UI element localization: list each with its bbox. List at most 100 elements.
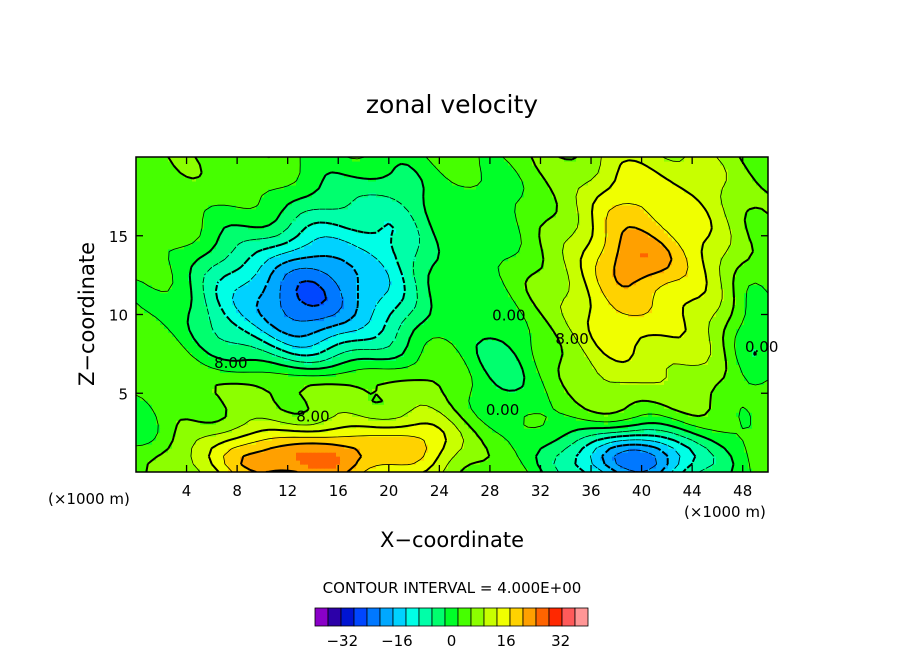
- field-cell: [680, 464, 685, 469]
- field-cell: [356, 404, 361, 409]
- field-cell: [416, 364, 421, 369]
- field-cell: [148, 388, 153, 393]
- field-cell: [512, 452, 517, 457]
- field-cell: [516, 440, 521, 445]
- field-cell: [224, 424, 229, 429]
- field-cell: [200, 344, 205, 349]
- field-cell: [400, 444, 405, 449]
- field-cell: [188, 468, 193, 472]
- field-cell: [488, 380, 493, 385]
- field-cell: [496, 464, 501, 469]
- field-cell: [312, 444, 317, 449]
- field-cell: [360, 464, 365, 469]
- field-cell: [452, 404, 457, 409]
- field-cell: [668, 428, 673, 433]
- field-cell: [544, 380, 549, 385]
- field-cell: [336, 400, 341, 405]
- field-cell: [728, 412, 733, 417]
- field-cell: [568, 460, 573, 465]
- field-cell: [352, 468, 357, 472]
- field-cell: [660, 452, 665, 457]
- field-cell: [596, 448, 601, 453]
- field-cell: [600, 380, 605, 385]
- field-cell: [432, 360, 437, 365]
- field-cell: [572, 368, 577, 373]
- field-cell: [452, 388, 457, 393]
- field-cell: [404, 404, 409, 409]
- field-cell: [588, 436, 593, 441]
- field-cell: [676, 376, 681, 381]
- field-cell: [368, 368, 373, 373]
- field-cell: [316, 444, 321, 449]
- field-cell: [468, 396, 473, 401]
- field-cell: [156, 344, 161, 349]
- field-cell: [644, 460, 649, 465]
- field-cell: [736, 364, 741, 369]
- field-cell: [320, 376, 325, 381]
- field-cell: [612, 452, 617, 457]
- field-cell: [252, 432, 257, 437]
- field-cell: [740, 356, 745, 361]
- field-cell: [704, 384, 709, 389]
- field-cell: [600, 384, 605, 389]
- field-cell: [304, 376, 309, 381]
- field-cell: [148, 456, 153, 461]
- field-cell: [620, 368, 625, 373]
- field-cell: [272, 396, 277, 401]
- field-cell: [692, 384, 697, 389]
- field-cell: [180, 352, 185, 357]
- field-cell: [168, 364, 173, 369]
- field-cell: [224, 372, 229, 377]
- field-cell: [400, 396, 405, 401]
- field-cell: [316, 348, 321, 353]
- field-cell: [488, 448, 493, 453]
- field-cell: [620, 348, 625, 353]
- field-cell: [148, 392, 153, 397]
- field-cell: [468, 368, 473, 373]
- field-cell: [764, 436, 768, 441]
- field-cell: [656, 460, 661, 465]
- field-cell: [520, 376, 525, 381]
- field-cell: [696, 364, 701, 369]
- field-cell: [696, 376, 701, 381]
- field-cell: [548, 396, 553, 401]
- field-cell: [696, 384, 701, 389]
- field-cell: [732, 376, 737, 381]
- field-cell: [224, 344, 229, 349]
- field-cell: [744, 348, 749, 353]
- field-cell: [640, 392, 645, 397]
- field-cell: [260, 432, 265, 437]
- field-cell: [340, 344, 345, 349]
- field-cell: [524, 412, 529, 417]
- field-cell: [616, 440, 621, 445]
- field-cell: [720, 432, 725, 437]
- field-cell: [536, 384, 541, 389]
- field-cell: [748, 464, 753, 469]
- field-cell: [144, 440, 149, 445]
- field-cell: [580, 444, 585, 449]
- field-cell: [160, 352, 165, 357]
- field-cell: [716, 352, 721, 357]
- field-cell: [332, 400, 337, 405]
- field-cell: [240, 428, 245, 433]
- field-cell: [380, 400, 385, 405]
- field-cell: [436, 352, 441, 357]
- field-cell: [372, 456, 377, 461]
- field-cell: [348, 452, 353, 457]
- field-cell: [292, 356, 297, 361]
- field-cell: [172, 412, 177, 417]
- field-cell: [240, 424, 245, 429]
- field-cell: [476, 424, 481, 429]
- field-cell: [228, 376, 233, 381]
- field-cell: [488, 460, 493, 465]
- field-cell: [468, 444, 473, 449]
- field-cell: [688, 360, 693, 365]
- field-cell: [376, 368, 381, 373]
- field-cell: [520, 456, 525, 461]
- field-cell: [664, 352, 669, 357]
- field-cell: [704, 392, 709, 397]
- field-cell: [680, 432, 685, 437]
- field-cell: [192, 428, 197, 433]
- field-cell: [136, 448, 141, 453]
- field-cell: [348, 396, 353, 401]
